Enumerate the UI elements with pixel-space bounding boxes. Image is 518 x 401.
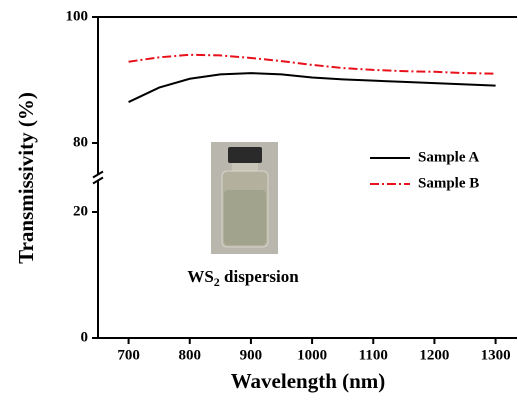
x-tick-label: 1200 [419,347,449,363]
annotation-text: WS [187,267,213,286]
x-tick-label: 1300 [481,347,511,363]
annotation-suffix: dispersion [220,267,299,286]
series-line [128,53,496,75]
x-axis-title: Wavelength (nm) [231,369,386,393]
legend-label: Sample B [418,175,479,191]
annotation: WS2 dispersion [187,267,299,289]
annotation-subscript: 2 [214,275,220,289]
vial-neck [232,163,258,171]
y-axis-title: Transmissivity (%) [14,92,38,264]
y-tick-label: 20 [73,203,88,219]
series-line [128,72,496,103]
legend-label: Sample A [418,149,479,165]
y-tick-label: 100 [66,8,89,24]
vial-liquid [224,190,266,245]
axis-break [92,176,104,185]
x-tick-label: 700 [117,347,140,363]
axis-break [92,170,104,179]
vial-cap [228,147,262,163]
vial-photo [211,142,278,254]
x-tick-label: 1000 [297,347,327,363]
x-tick-label: 1100 [359,347,388,363]
y-tick-label: 80 [73,134,88,150]
y-tick-label: 0 [81,329,89,345]
x-tick-label: 800 [179,347,202,363]
x-tick-label: 900 [240,347,263,363]
